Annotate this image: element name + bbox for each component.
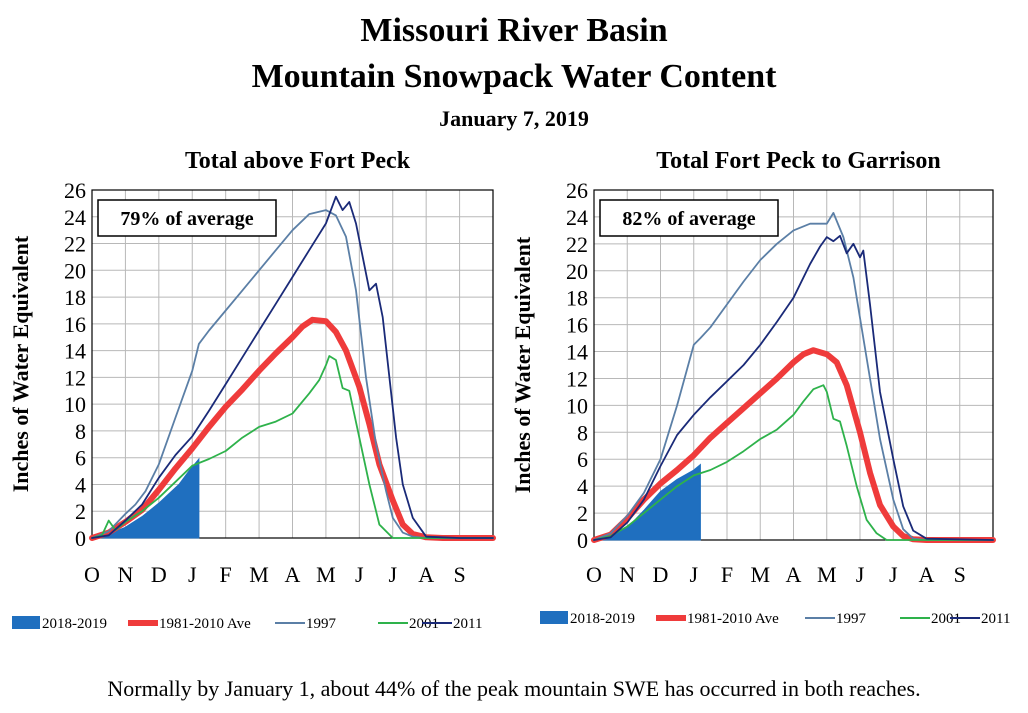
panel2-y-tick-label: 4	[577, 474, 588, 499]
panel1-y-tick-label: 22	[64, 232, 86, 257]
panel2-x-tick-label: A	[919, 562, 935, 587]
panel1-legend-label: 1997	[306, 616, 337, 632]
panel1-y-tick-label: 18	[64, 285, 86, 310]
panel1-y-axis-title: Inches of Water Equivalent	[8, 235, 33, 492]
panel1-x-tick-label: J	[388, 562, 397, 587]
footnote: Normally by January 1, about 44% of the …	[107, 676, 921, 701]
panel1-plot-frame	[91, 189, 494, 539]
panel2-y-tick-label: 16	[566, 313, 588, 338]
panel2-y-tick-label: 20	[566, 259, 588, 284]
panel2-series-1981-2010-ave-line	[591, 347, 996, 543]
panel2-y-tick-label: 8	[577, 420, 588, 445]
panel2-series-2011-line	[593, 234, 994, 541]
panel2-x-tick-label: J	[889, 562, 898, 587]
panel1-y-tick-label: 16	[64, 312, 86, 337]
panel2-legend-label: 1997	[836, 611, 867, 627]
panel2-x-tick-label: M	[817, 562, 837, 587]
panel2-annotation-text: 82% of average	[622, 208, 755, 230]
panel2-x-tick-label: M	[750, 562, 770, 587]
panel2-y-tick-label: 26	[566, 178, 588, 203]
panel2-legend-label: 2001	[931, 611, 961, 627]
panel1-y-tick-label: 10	[64, 392, 86, 417]
panel2-x-tick-label: S	[954, 562, 966, 587]
panel2-legend-swatch-2018-2019	[540, 611, 568, 624]
panel1-title: Total above Fort Peck	[185, 148, 411, 174]
panel1-legend-label: 2011	[453, 616, 482, 632]
chart-date: January 7, 2019	[439, 106, 589, 131]
panel2-y-tick-label: 12	[566, 366, 588, 391]
panel1-x-tick-label: S	[453, 562, 465, 587]
panel2-series-2001-line	[593, 384, 994, 541]
panel1-y-tick-label: 24	[64, 205, 86, 230]
panel1-series-1981-2010-ave-line	[89, 316, 496, 541]
panel2-y-tick-label: 18	[566, 286, 588, 311]
panel2-y-tick-label: 14	[566, 340, 588, 365]
panel1-series-1997-line	[91, 209, 494, 539]
panel2-x-tick-label: F	[721, 562, 733, 587]
panel2-y-tick-label: 6	[577, 447, 588, 472]
panel2-plot-frame	[593, 189, 994, 541]
panel1-x-tick-label: M	[316, 562, 336, 587]
panel1-x-tick-label: N	[117, 562, 133, 587]
panel2-x-tick-label: N	[619, 562, 635, 587]
panel2-legend-label: 2011	[981, 611, 1010, 627]
panel2-legend-label: 2018-2019	[570, 611, 635, 627]
panel1-series-2018-2019-area	[91, 457, 200, 539]
panel1-legend-label: 2018-2019	[42, 616, 107, 632]
panel2-x-tick-label: A	[786, 562, 802, 587]
chart-title-line1: Missouri River Basin	[360, 12, 668, 49]
panel2-y-tick-label: 24	[566, 205, 588, 230]
panel2-title: Total Fort Peck to Garrison	[656, 148, 940, 174]
panel2-y-tick-label: 2	[577, 501, 588, 526]
panel1-x-tick-label: F	[220, 562, 232, 587]
panel1-annotation-text: 79% of average	[120, 208, 253, 230]
panel2-y-tick-label: 22	[566, 232, 588, 257]
panel2-series-2018-2019-area	[593, 463, 701, 541]
chart-title-line2: Mountain Snowpack Water Content	[251, 58, 777, 95]
panel1-y-tick-label: 26	[64, 178, 86, 203]
panel2-x-tick-label: J	[689, 562, 698, 587]
panel1-y-tick-label: 20	[64, 258, 86, 283]
panel1-series-2011-line	[91, 195, 494, 539]
panel1-y-tick-label: 8	[75, 419, 86, 444]
panel1-y-tick-label: 14	[64, 339, 86, 364]
panel2-legend-label: 1981-2010 Ave	[687, 611, 779, 627]
panel1-y-tick-label: 12	[64, 365, 86, 390]
panel1-y-tick-label: 4	[75, 472, 86, 497]
panel2-y-tick-label: 10	[566, 393, 588, 418]
panel1-series-2001-line	[91, 355, 494, 539]
panel1-x-tick-label: A	[418, 562, 434, 587]
panel2-x-tick-label: J	[856, 562, 865, 587]
panel1-x-tick-label: D	[151, 562, 167, 587]
panel1-x-tick-label: M	[249, 562, 269, 587]
panel1-x-tick-label: A	[285, 562, 301, 587]
panel1-x-tick-label: J	[355, 562, 364, 587]
panel1-legend-swatch-2018-2019	[12, 616, 40, 629]
panel2-x-tick-label: D	[653, 562, 669, 587]
panel2-y-axis-title: Inches of Water Equivalent	[510, 236, 535, 493]
panel1-legend-label: 1981-2010 Ave	[159, 616, 251, 632]
panel1-x-tick-label: O	[84, 562, 100, 587]
panel1-annotation-box	[97, 199, 277, 237]
panel2-annotation-box	[599, 199, 779, 237]
panel1-y-tick-label: 6	[75, 446, 86, 471]
panel2-y-tick-label: 0	[577, 528, 588, 553]
panel1-x-tick-label: J	[188, 562, 197, 587]
panel1-y-tick-label: 0	[75, 526, 86, 551]
panel1-y-tick-label: 2	[75, 499, 86, 524]
panel2-series-1997-line	[593, 211, 994, 541]
panel2-x-tick-label: O	[586, 562, 602, 587]
